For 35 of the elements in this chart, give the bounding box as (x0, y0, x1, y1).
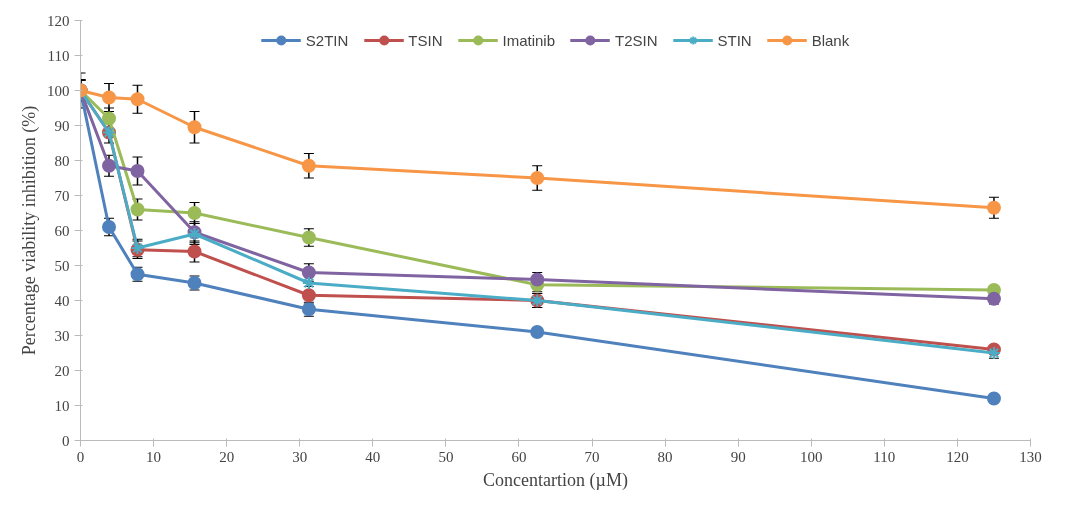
x-tick-label: 120 (946, 448, 969, 465)
y-tick-label: 70 (54, 187, 70, 204)
y-axis-title: Percentage viability inhibition (%) (19, 105, 40, 356)
x-tick-label: 70 (584, 448, 600, 465)
x-tick-label: 100 (800, 448, 823, 465)
y-tick-label: 40 (54, 292, 70, 309)
y-tick-label: 80 (54, 152, 70, 169)
x-tick-label: 10 (146, 448, 162, 465)
y-tick-label: 60 (54, 222, 70, 239)
x-tick-label: 130 (1019, 448, 1042, 465)
legend-label: STIN (717, 31, 752, 49)
y-tick-label: 100 (47, 82, 70, 99)
x-tick-label: 20 (219, 448, 235, 465)
y-tick-label: 0 (62, 432, 70, 449)
legend-label: S2TIN (305, 31, 349, 49)
y-tick-label: 20 (54, 362, 70, 379)
y-tick-label: 10 (54, 397, 70, 414)
legend-label: T2SIN (615, 31, 658, 49)
y-tick-label: 110 (47, 47, 70, 64)
x-tick-label: 30 (292, 448, 308, 465)
x-tick-label: 50 (438, 448, 454, 465)
x-axis-title: Concentartion (µM) (483, 469, 628, 491)
y-tick-label: 120 (47, 12, 70, 29)
y-tick-label: 30 (54, 327, 70, 344)
x-tick-label: 110 (873, 448, 896, 465)
x-tick-label: 0 (76, 448, 85, 465)
x-tick-label: 40 (365, 448, 381, 465)
x-tick-label: 90 (730, 448, 746, 465)
y-tick-label: 90 (54, 117, 70, 134)
legend-label: Blank (811, 31, 850, 49)
x-tick-label: 60 (511, 448, 527, 465)
legend-label: Imatinib (502, 31, 555, 49)
legend-label: TSIN (408, 31, 443, 49)
y-tick-label: 50 (54, 257, 70, 274)
x-tick-label: 80 (657, 448, 673, 465)
